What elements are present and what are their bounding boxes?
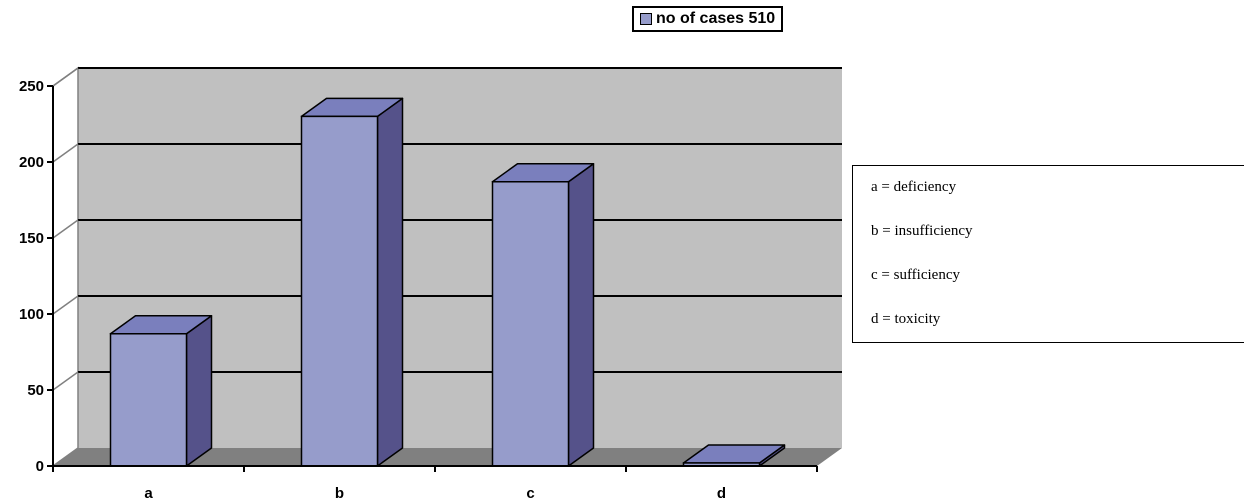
gridline-side	[52, 295, 79, 315]
x-tick-label: d	[717, 485, 726, 502]
gridline-side	[52, 371, 79, 391]
chart-back-wall	[78, 68, 842, 448]
x-tick-label: b	[335, 485, 344, 502]
y-tick-label: 150	[19, 230, 44, 247]
category-key-box: a = deficiency b = insufficiency c = suf…	[852, 165, 1244, 343]
y-tick-label: 200	[19, 154, 44, 171]
y-axis-ticks: 0 50 100 150 200 250	[19, 78, 53, 475]
y-tick-label: 50	[27, 382, 44, 399]
y-tick-label: 0	[36, 458, 44, 475]
gridline-side	[52, 143, 79, 163]
bar-side	[567, 163, 595, 467]
chart-side-wall	[52, 66, 79, 468]
x-tick-label: a	[144, 485, 153, 502]
bar	[300, 97, 404, 467]
bar	[491, 163, 595, 467]
legend-label: no of cases 510	[656, 10, 776, 27]
x-tick-label: c	[526, 485, 534, 502]
chart-floor	[53, 448, 842, 466]
y-tick-label: 250	[19, 78, 44, 95]
bar-front	[491, 181, 570, 467]
bar-front	[109, 333, 188, 467]
category-key-item: b = insufficiency	[871, 223, 973, 239]
category-key-item: c = sufficiency	[871, 267, 960, 283]
bar-front	[300, 115, 379, 467]
bar-series	[109, 97, 786, 467]
category-key-item: d = toxicity	[871, 311, 941, 327]
bar	[682, 444, 786, 467]
bar-side	[376, 97, 404, 467]
bar-side	[185, 315, 213, 467]
x-axis-ticks: a b c d	[52, 466, 818, 502]
category-key-item: a = deficiency	[871, 179, 957, 195]
bar	[109, 315, 213, 467]
legend-swatch	[640, 13, 652, 25]
y-tick-label: 100	[19, 306, 44, 323]
chart-legend: no of cases 510	[632, 6, 784, 32]
gridline-side	[52, 219, 79, 239]
gridline-side	[52, 67, 79, 87]
